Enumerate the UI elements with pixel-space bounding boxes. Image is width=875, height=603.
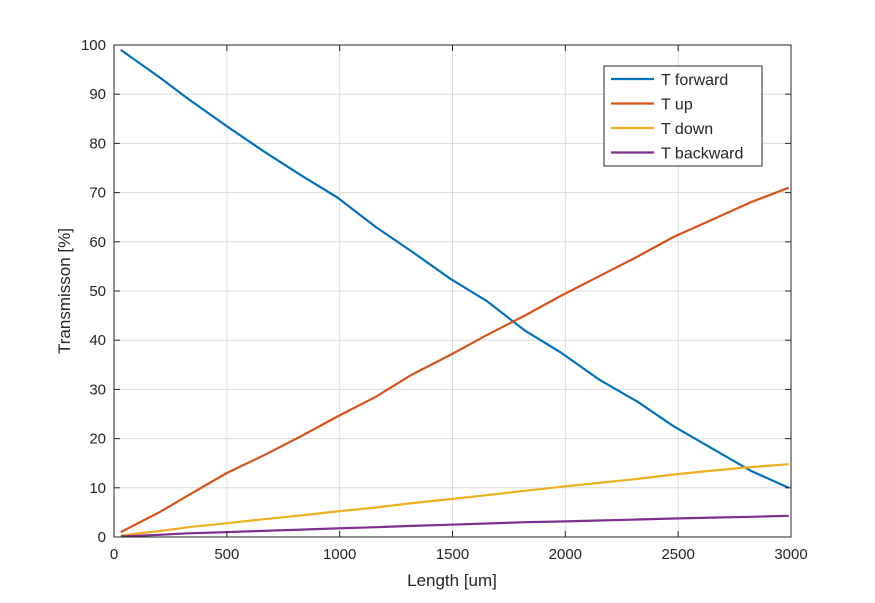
y-tick-label: 60 [89,234,106,251]
y-tick-label: 50 [89,283,106,300]
legend-label: T forward [661,72,728,89]
y-tick-label: 100 [81,37,106,54]
x-tick-label: 1000 [323,546,356,563]
y-axis-label: Transmisson [%] [55,228,74,354]
y-tick-label: 10 [89,480,106,497]
legend-label: T up [661,97,693,114]
y-tick-label: 70 [89,185,106,202]
legend-label: T backward [661,146,743,163]
legend-box [603,65,763,167]
x-axis-label: Length [um] [407,571,497,590]
x-tick-label: 2500 [661,546,694,563]
series-line-0 [120,49,790,489]
series-line-1 [120,186,790,534]
y-tick-label: 20 [89,431,106,448]
x-tick-label: 3000 [774,546,807,563]
x-tick-label: 1500 [436,546,469,563]
series-line-2 [120,463,789,537]
x-tick-label: 2000 [549,546,582,563]
x-tick-label: 0 [110,546,118,563]
legend: T forward T up T down T backward [603,65,763,167]
y-tick-label: 90 [89,86,106,103]
axis-ticks: 0 500 1000 1500 2000 2500 3000 0 10 20 30 40 50 60 70 8… [81,37,808,563]
grid-lines [114,45,791,537]
y-tick-label: 0 [98,529,106,546]
y-tick-label: 40 [89,332,106,349]
y-tick-label: 80 [89,135,106,152]
x-tick-label: 500 [214,546,239,563]
y-tick-label: 30 [89,381,106,398]
legend-label: T down [661,121,713,138]
